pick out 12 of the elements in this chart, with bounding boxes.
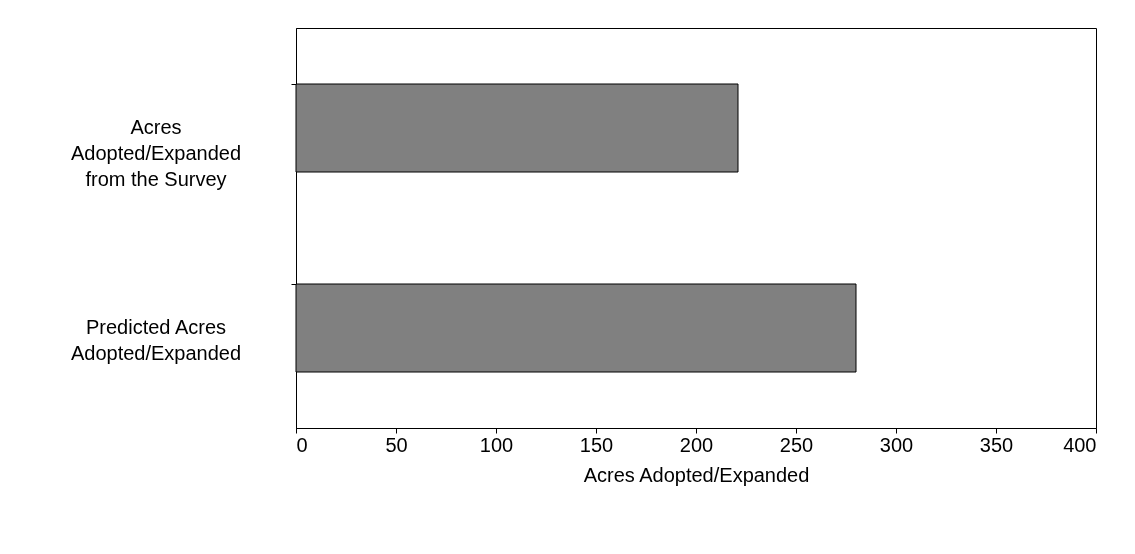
x-tick-label: 200: [679, 433, 714, 456]
x-tick-label: 50: [385, 433, 408, 456]
x-axis-title: Acres Adopted/Expanded: [583, 463, 810, 486]
x-tick-label: 150: [579, 433, 614, 456]
x-tick-label: 100: [479, 433, 514, 456]
x-tick-label: 400: [1063, 433, 1097, 456]
x-tick-label: 300: [879, 433, 914, 456]
x-tick-label: 350: [979, 433, 1014, 456]
y-tick-label: Acres Adopted/Expanded from the Survey: [70, 116, 242, 190]
x-tick-label: 0: [296, 433, 308, 456]
y-tick-label: Predicted Acres Adopted/Expanded: [70, 316, 242, 364]
x-tick-label: 250: [779, 433, 814, 456]
